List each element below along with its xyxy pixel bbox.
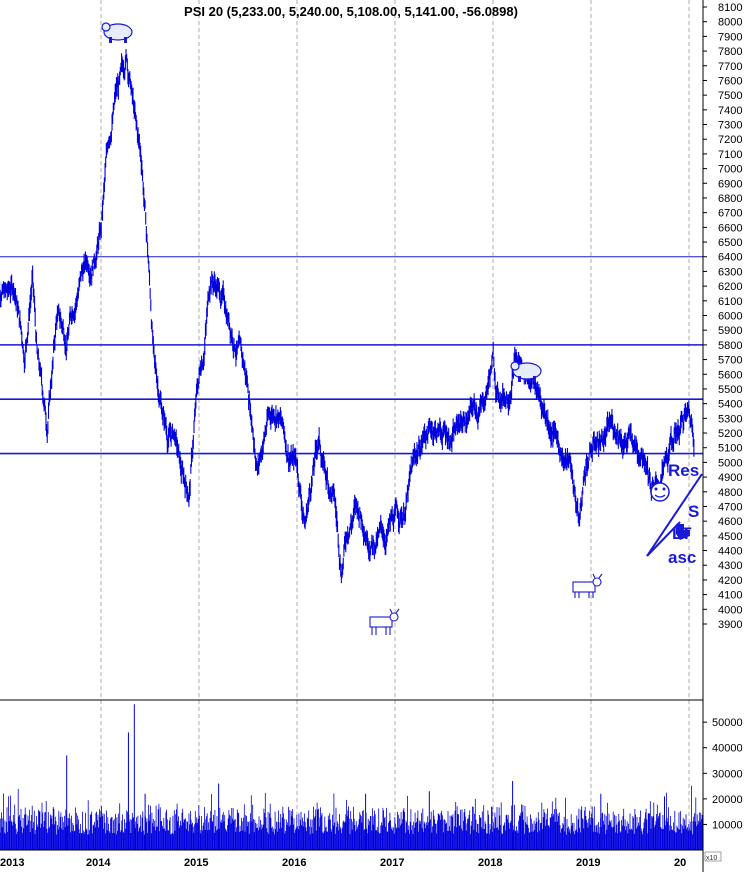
y-tick-label: 4100 <box>718 590 742 602</box>
y-tick-label: 6000 <box>718 311 742 323</box>
support-resistance-lines <box>0 256 703 455</box>
y-tick-label: 7700 <box>718 61 742 73</box>
y-tick-label: 7500 <box>718 90 742 102</box>
y-tick-label: 7100 <box>718 149 742 161</box>
y-tick-label: 7600 <box>718 75 742 87</box>
y-tick-label: 4800 <box>718 487 742 499</box>
trend-line-lower <box>646 521 681 557</box>
price-y-axis: 8100 8000 7900 7800 7700 7600 7500 7400 7300 7200… <box>703 2 742 631</box>
annotation-asc: asc <box>668 548 696 567</box>
y-tick-label: 5300 <box>718 413 742 425</box>
y-tick-label: 4700 <box>718 501 742 513</box>
y-tick-label: 8000 <box>718 17 742 29</box>
y-tick-label: 4500 <box>718 531 742 543</box>
bull-icon <box>572 573 603 598</box>
x-tick-label: 2017 <box>380 857 404 869</box>
volume-tick-label: 50000 <box>712 717 743 729</box>
chart-title: PSI 20 (5,233.00, 5,240.00, 5,108.00, 5,… <box>184 4 518 19</box>
grid <box>100 0 690 850</box>
y-tick-label: 5400 <box>718 399 742 411</box>
volume-tick-label: 20000 <box>712 794 743 806</box>
y-tick-label: 4600 <box>718 516 742 528</box>
y-tick-label: 8100 <box>718 2 742 14</box>
volume-unit-box <box>704 851 722 862</box>
volume-series <box>0 704 704 850</box>
y-tick-label: 6100 <box>718 296 742 308</box>
y-tick-label: 6400 <box>718 252 742 264</box>
y-tick-label: 6900 <box>718 178 742 190</box>
y-tick-label: 5200 <box>718 428 742 440</box>
y-tick-label: 7900 <box>718 31 742 43</box>
volume-tick-label: 10000 <box>712 819 743 831</box>
x-tick-label: 2019 <box>576 857 600 869</box>
y-tick-label: 7400 <box>718 105 742 117</box>
volume-tick-label: 30000 <box>712 768 743 780</box>
volume-y-axis: 50000 40000 30000 20000 10000 <box>703 717 743 831</box>
x-tick-label: 2014 <box>86 857 111 869</box>
price-series <box>0 48 695 584</box>
x-tick-label: 2018 <box>478 857 502 869</box>
y-tick-label: 5900 <box>718 325 742 337</box>
bear-icon <box>510 361 542 382</box>
y-tick-label: 5700 <box>718 355 742 367</box>
y-tick-label: 7800 <box>718 46 742 58</box>
y-tick-label: 5000 <box>718 457 742 469</box>
y-tick-label: 5500 <box>718 384 742 396</box>
y-tick-label: 6500 <box>718 237 742 249</box>
volume-tick-label: 40000 <box>712 743 743 755</box>
trend-lines <box>646 473 703 557</box>
y-tick-label: 5100 <box>718 443 742 455</box>
y-tick-label: 4000 <box>718 604 742 616</box>
hand-pointer-icon <box>676 524 690 540</box>
y-tick-label: 7200 <box>718 134 742 146</box>
y-tick-label: 6700 <box>718 208 742 220</box>
volume-unit-label: x10 <box>706 855 717 862</box>
bear-icon <box>101 22 133 43</box>
y-tick-label: 5800 <box>718 340 742 352</box>
trend-line-upper <box>646 473 703 557</box>
x-tick-label: 20 <box>674 857 686 869</box>
y-tick-label: 6600 <box>718 222 742 234</box>
bull-icon <box>369 608 400 635</box>
y-tick-label: 6200 <box>718 281 742 293</box>
x-tick-label: 2015 <box>184 857 208 869</box>
y-tick-label: 4200 <box>718 575 742 587</box>
y-tick-label: 3900 <box>718 619 742 631</box>
y-tick-label: 6800 <box>718 193 742 205</box>
y-tick-label: 7000 <box>718 164 742 176</box>
x-tick-label: 2013 <box>0 857 24 869</box>
y-tick-label: 4300 <box>718 560 742 572</box>
y-tick-label: 7300 <box>718 120 742 132</box>
face-icon <box>650 482 670 502</box>
x-axis: 2013 2014 2015 2016 2017 2018 2019 20 <box>0 857 686 869</box>
y-tick-label: 5600 <box>718 369 742 381</box>
annotation-s: S <box>688 502 699 521</box>
annotation-res: Res <box>668 461 699 480</box>
y-tick-label: 6300 <box>718 266 742 278</box>
y-tick-label: 4400 <box>718 546 742 558</box>
y-tick-label: 4900 <box>718 472 742 484</box>
x-tick-label: 2016 <box>282 857 306 869</box>
